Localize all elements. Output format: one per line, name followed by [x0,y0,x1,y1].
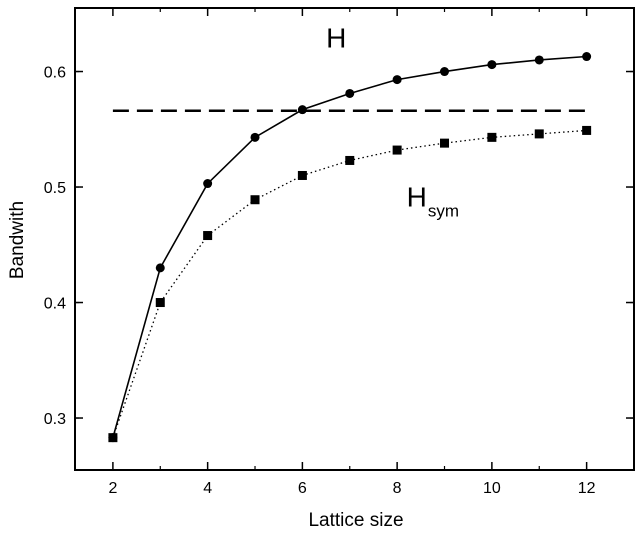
y-tick-label: 0.6 [44,65,66,82]
plot-border [74,7,635,471]
plot-frame [74,7,635,471]
annotation-label: H [326,22,346,53]
y-tick-label: 0.4 [44,296,66,313]
x-tick-label: 12 [578,480,596,497]
x-axis-label: Lattice size [308,510,403,531]
y-tick-label: 0.5 [44,180,66,197]
series-2-point [297,170,307,180]
series-1-point [487,60,497,70]
x-tick-labels: 2 4 6 8 10 12 [108,480,595,497]
series-2-line [112,129,587,438]
y-tick-label: 0.3 [44,411,66,428]
y-tick-labels: 0.3 0.4 0.5 0.6 [44,65,66,428]
series-1-point [392,75,402,85]
annotations: H Hsym [326,22,459,220]
series-1-point [297,105,307,115]
series-1-point [345,88,355,98]
series-1-point [155,263,165,273]
x-tick-label: 2 [108,480,117,497]
series-lines [112,55,587,438]
series-2-point [582,125,592,135]
series-2-point [250,195,260,205]
series-2-point [345,155,355,165]
x-tick-label: 6 [298,480,307,497]
series-1-point [203,179,213,189]
x-tick-label: 4 [203,480,212,497]
axis-ticks [75,8,635,470]
series-1-line [112,55,587,438]
annotation-label: Hsym [407,182,459,221]
x-tick-label: 10 [483,480,501,497]
series-2-point [392,145,402,155]
y-axis-label: Bandwith [7,201,28,279]
series-1-point [582,52,592,62]
series-2-point [155,298,165,308]
series-2-point [108,433,118,443]
series-2-point [487,132,497,142]
series-markers [108,52,592,443]
x-tick-label: 8 [393,480,402,497]
series-1-point [534,55,544,65]
series-2-point [534,129,544,139]
series-1-point [250,132,260,142]
series-2-point [440,138,450,148]
series-2-point [203,231,213,241]
series-1-point [440,67,450,77]
